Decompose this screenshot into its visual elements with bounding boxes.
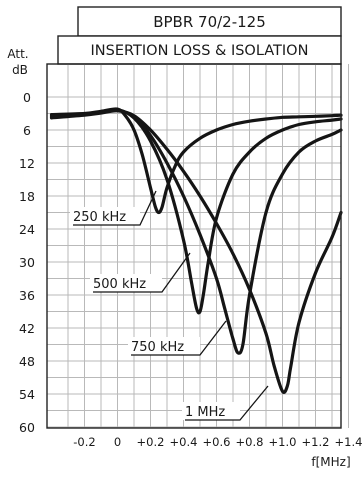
y-tick-label: 18 (19, 189, 35, 204)
y-tick-label: 54 (19, 387, 35, 402)
callout-leader-250-khz (73, 190, 157, 226)
callout-label-500-khz: 500 kHz (93, 277, 146, 292)
x-tick-label: 0 (114, 435, 121, 449)
curves-layer (49, 107, 343, 394)
x-tick-label: +0.2 (137, 435, 165, 449)
x-tick-label: +1.4 (335, 435, 363, 449)
y-tick-labels: 0 6 12 18 24 30 36 42 48 54 60 (19, 90, 35, 435)
y-tick-label: 24 (19, 222, 35, 237)
subtitle-box (57, 35, 342, 65)
callout-bg-250-khz (70, 207, 140, 225)
callout-layer: 250 kHz 500 kHz 750 kHz 1 MHz (70, 190, 269, 421)
x-tick-label: +1.0 (269, 435, 297, 449)
y-tick-label: 6 (23, 123, 31, 138)
callout-bg-1-mhz (182, 402, 240, 420)
callout-bg-500-khz (90, 274, 162, 292)
y-tick-label: 60 (19, 420, 35, 435)
y-tick-label: 36 (19, 288, 35, 303)
title-box (77, 6, 342, 37)
callout-leader-1-mhz (185, 385, 269, 421)
x-tick-labels: -0.2 0 +0.2 +0.4 +0.6 +0.8 +1.0 +1.2 +1.4 (73, 435, 362, 449)
callout-leader-750-khz (131, 320, 227, 356)
x-tick-label: +0.8 (236, 435, 264, 449)
series-line-1-mhz (49, 109, 343, 394)
callout-label-250-khz: 250 kHz (73, 210, 126, 225)
y-axis-label-db: dB (12, 63, 28, 77)
callout-leader-500-khz (93, 252, 191, 293)
y-tick-label: 30 (19, 255, 35, 270)
callout-label-750-khz: 750 kHz (131, 340, 184, 355)
series-line-250-khz (49, 107, 343, 215)
plot-frame (46, 63, 342, 429)
x-tick-label: -0.2 (73, 435, 95, 449)
x-tick-label: +0.6 (203, 435, 231, 449)
callout-label-1-mhz: 1 MHz (185, 405, 225, 420)
callout-bg-750-khz (128, 337, 200, 355)
chart-title: BPBR 70/2-125 (153, 13, 266, 31)
chart-subtitle: INSERTION LOSS & ISOLATION (91, 43, 309, 59)
y-tick-label: 42 (19, 321, 35, 336)
grid-layer (47, 64, 349, 428)
x-axis-label: f[MHz] (311, 455, 350, 469)
y-tick-label: 48 (19, 354, 35, 369)
y-tick-label: 12 (19, 156, 35, 171)
x-tick-label: +0.4 (170, 435, 198, 449)
x-tick-label: +1.2 (302, 435, 330, 449)
y-axis-label-att: Att. (7, 47, 28, 61)
y-tick-label: 0 (23, 90, 31, 105)
